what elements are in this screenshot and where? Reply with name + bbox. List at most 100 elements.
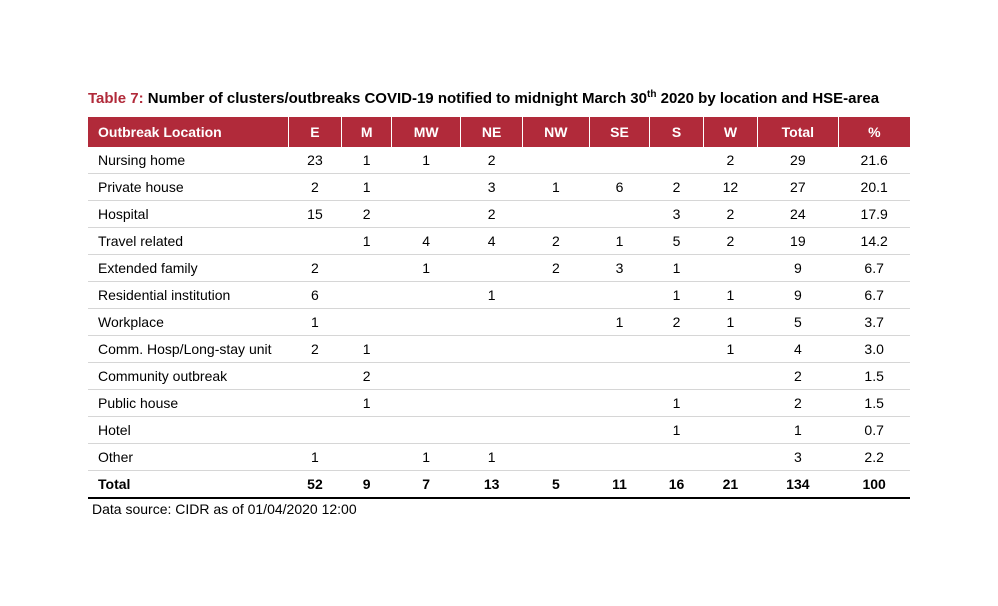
total-cell: 21 [703, 471, 757, 499]
table-row: Other11132.2 [88, 444, 910, 471]
table-cell: 1.5 [838, 390, 910, 417]
table-row: Hotel110.7 [88, 417, 910, 444]
table-cell: 4 [757, 336, 838, 363]
table-cell [522, 147, 589, 174]
table-container: Table 7: Number of clusters/outbreaks CO… [0, 0, 998, 557]
total-cell: Total [88, 471, 288, 499]
table-cell: 1 [703, 309, 757, 336]
col-w: W [703, 117, 757, 147]
table-cell: 1 [391, 255, 461, 282]
table-cell [288, 390, 342, 417]
total-cell: 13 [461, 471, 522, 499]
data-source-note: Data source: CIDR as of 01/04/2020 12:00 [88, 501, 910, 517]
table-body: Nursing home2311222921.6Private house213… [88, 147, 910, 498]
table-cell [461, 255, 522, 282]
table-cell [703, 363, 757, 390]
table-cell [522, 417, 589, 444]
table-cell [589, 417, 649, 444]
caption-text-before: Number of clusters/outbreaks COVID-19 no… [144, 90, 647, 107]
table-cell: 19 [757, 228, 838, 255]
table-cell [703, 390, 757, 417]
table-cell: 1 [757, 417, 838, 444]
table-cell: 1 [391, 147, 461, 174]
table-cell [703, 255, 757, 282]
table-cell: 1 [650, 282, 704, 309]
total-cell: 52 [288, 471, 342, 499]
col-total: Total [757, 117, 838, 147]
table-cell: 2 [461, 147, 522, 174]
table-cell: 1 [589, 309, 649, 336]
table-cell [522, 363, 589, 390]
total-row: Total5297135111621134100 [88, 471, 910, 499]
table-cell: 3 [757, 444, 838, 471]
table-cell [650, 336, 704, 363]
table-cell [522, 444, 589, 471]
table-cell [703, 417, 757, 444]
table-cell [589, 201, 649, 228]
table-cell: 15 [288, 201, 342, 228]
header-row: Outbreak Location E M MW NE NW SE S W To… [88, 117, 910, 147]
col-se: SE [589, 117, 649, 147]
total-cell: 7 [391, 471, 461, 499]
table-cell: 2 [703, 228, 757, 255]
table-cell [650, 363, 704, 390]
table-cell: 2 [650, 309, 704, 336]
col-nw: NW [522, 117, 589, 147]
table-cell: 3.7 [838, 309, 910, 336]
table-cell [288, 417, 342, 444]
table-cell [522, 282, 589, 309]
table-cell: Hospital [88, 201, 288, 228]
table-cell [391, 174, 461, 201]
table-cell: Travel related [88, 228, 288, 255]
col-mw: MW [391, 117, 461, 147]
table-caption: Table 7: Number of clusters/outbreaks CO… [88, 88, 910, 109]
table-cell: 3.0 [838, 336, 910, 363]
total-cell: 5 [522, 471, 589, 499]
table-row: Public house1121.5 [88, 390, 910, 417]
table-cell [391, 363, 461, 390]
table-cell: 1 [703, 336, 757, 363]
table-cell: 1 [342, 174, 392, 201]
caption-text-after: 2020 by location and HSE-area [656, 90, 879, 107]
table-cell: 24 [757, 201, 838, 228]
table-cell [391, 390, 461, 417]
table-cell [522, 309, 589, 336]
table-cell [650, 444, 704, 471]
table-cell: 1 [342, 228, 392, 255]
table-cell: 2 [703, 201, 757, 228]
table-cell [589, 390, 649, 417]
col-e: E [288, 117, 342, 147]
table-cell: 1 [461, 444, 522, 471]
table-cell: Private house [88, 174, 288, 201]
table-cell [342, 309, 392, 336]
col-m: M [342, 117, 392, 147]
table-cell [589, 363, 649, 390]
total-cell: 100 [838, 471, 910, 499]
table-cell: 1 [650, 255, 704, 282]
table-cell [391, 201, 461, 228]
table-row: Comm. Hosp/Long-stay unit21143.0 [88, 336, 910, 363]
table-cell [342, 444, 392, 471]
table-cell: 3 [650, 201, 704, 228]
table-cell [342, 417, 392, 444]
table-cell: 2 [522, 255, 589, 282]
table-cell [589, 336, 649, 363]
total-cell: 9 [342, 471, 392, 499]
table-cell: 6.7 [838, 282, 910, 309]
table-cell: 1 [342, 390, 392, 417]
table-cell: 6 [288, 282, 342, 309]
table-cell [522, 201, 589, 228]
table-row: Workplace112153.7 [88, 309, 910, 336]
table-cell: Community outbreak [88, 363, 288, 390]
col-pct: % [838, 117, 910, 147]
table-cell [391, 309, 461, 336]
outbreak-table: Outbreak Location E M MW NE NW SE S W To… [88, 117, 910, 499]
table-cell [589, 444, 649, 471]
table-cell: Extended family [88, 255, 288, 282]
table-cell: 5 [650, 228, 704, 255]
table-cell [650, 147, 704, 174]
table-cell [461, 417, 522, 444]
table-cell: 9 [757, 255, 838, 282]
table-cell: 6 [589, 174, 649, 201]
table-cell [288, 228, 342, 255]
